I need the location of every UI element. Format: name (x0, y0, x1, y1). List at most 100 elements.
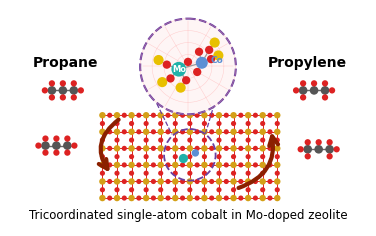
Circle shape (201, 162, 208, 168)
Circle shape (158, 162, 164, 168)
Circle shape (158, 171, 163, 176)
Circle shape (143, 178, 149, 185)
Circle shape (153, 55, 164, 65)
Circle shape (99, 162, 106, 168)
Circle shape (201, 178, 208, 185)
Circle shape (186, 145, 193, 152)
Circle shape (303, 145, 312, 154)
Circle shape (114, 138, 120, 143)
Circle shape (71, 80, 77, 86)
Circle shape (173, 121, 178, 126)
Circle shape (165, 113, 171, 118)
Circle shape (114, 112, 120, 118)
Circle shape (209, 179, 214, 184)
Text: Propylene: Propylene (268, 56, 347, 70)
Circle shape (209, 162, 214, 168)
Circle shape (297, 146, 304, 152)
Circle shape (100, 138, 105, 143)
Circle shape (217, 138, 221, 143)
Circle shape (201, 195, 208, 201)
Circle shape (186, 162, 193, 168)
Circle shape (245, 145, 251, 152)
Circle shape (70, 86, 78, 95)
Circle shape (165, 162, 171, 168)
Circle shape (186, 195, 193, 201)
Circle shape (260, 187, 265, 192)
Circle shape (41, 141, 50, 150)
Circle shape (238, 129, 243, 134)
Circle shape (245, 112, 251, 118)
Circle shape (136, 162, 141, 168)
Circle shape (217, 121, 221, 126)
Circle shape (194, 146, 200, 151)
Circle shape (195, 48, 203, 56)
Circle shape (217, 171, 221, 176)
Circle shape (216, 162, 222, 168)
Circle shape (49, 80, 55, 86)
Circle shape (122, 179, 127, 184)
Circle shape (99, 129, 106, 135)
Circle shape (173, 154, 178, 159)
Text: Co: Co (210, 56, 223, 65)
Circle shape (136, 146, 141, 151)
Circle shape (305, 153, 311, 160)
Circle shape (231, 121, 236, 126)
Circle shape (275, 121, 280, 126)
Circle shape (172, 145, 179, 152)
Circle shape (128, 178, 135, 185)
Circle shape (128, 145, 135, 152)
Circle shape (246, 138, 251, 143)
Circle shape (99, 112, 106, 118)
Circle shape (48, 86, 56, 95)
Circle shape (122, 129, 127, 134)
Circle shape (157, 77, 167, 87)
Circle shape (230, 178, 237, 185)
Circle shape (60, 94, 66, 101)
Circle shape (274, 178, 280, 185)
Circle shape (187, 154, 193, 159)
Circle shape (122, 195, 127, 201)
Circle shape (267, 162, 273, 168)
Circle shape (107, 162, 112, 168)
Circle shape (158, 121, 163, 126)
Circle shape (144, 154, 149, 159)
Circle shape (165, 129, 171, 134)
Circle shape (259, 162, 266, 168)
Circle shape (129, 121, 134, 126)
Circle shape (245, 195, 251, 201)
Circle shape (129, 171, 134, 176)
Circle shape (192, 149, 199, 157)
Circle shape (207, 55, 215, 63)
Circle shape (128, 129, 135, 135)
Circle shape (245, 178, 251, 185)
Circle shape (238, 162, 243, 168)
Circle shape (172, 195, 179, 201)
Circle shape (217, 154, 221, 159)
Circle shape (224, 146, 229, 151)
Circle shape (274, 112, 280, 118)
Circle shape (151, 129, 156, 134)
Circle shape (196, 57, 208, 69)
Circle shape (186, 112, 193, 118)
Circle shape (224, 195, 229, 201)
Circle shape (187, 187, 193, 192)
Circle shape (114, 145, 120, 152)
Circle shape (158, 129, 164, 135)
Circle shape (311, 80, 317, 86)
Circle shape (114, 129, 120, 135)
Circle shape (201, 145, 208, 152)
Circle shape (315, 139, 322, 145)
Circle shape (165, 146, 171, 151)
Circle shape (136, 195, 141, 201)
Circle shape (187, 138, 193, 143)
Circle shape (136, 179, 141, 184)
Circle shape (231, 154, 236, 159)
Circle shape (107, 113, 112, 118)
Circle shape (260, 154, 265, 159)
Circle shape (293, 87, 299, 93)
Circle shape (253, 162, 258, 168)
Circle shape (114, 121, 120, 126)
Circle shape (144, 187, 149, 192)
Circle shape (209, 146, 214, 151)
Circle shape (321, 86, 329, 95)
